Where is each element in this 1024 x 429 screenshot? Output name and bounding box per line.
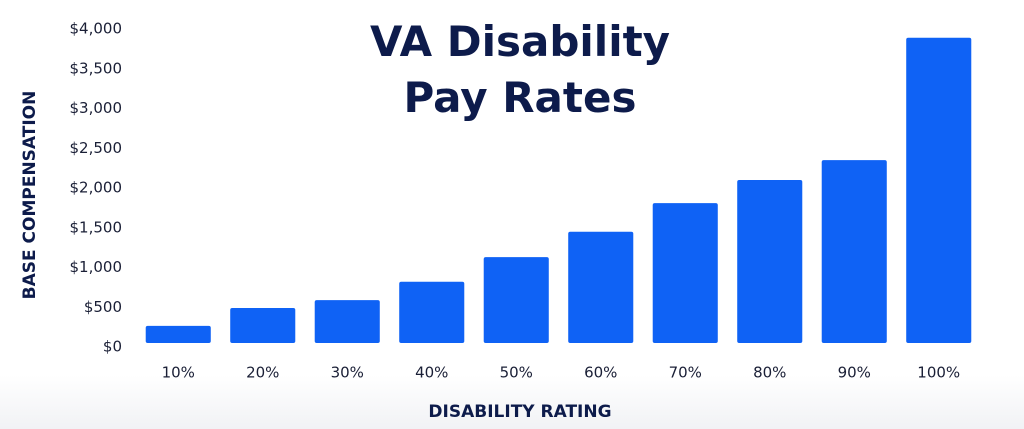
y-tick-label: $4,000 bbox=[70, 20, 123, 38]
x-tick-label: 10% bbox=[162, 364, 195, 382]
chart-title: VA Disability Pay Rates bbox=[369, 17, 671, 122]
x-tick-label: 100% bbox=[917, 364, 960, 382]
y-tick-label: $3,500 bbox=[70, 59, 123, 77]
y-tick-label: $2,000 bbox=[70, 179, 123, 197]
x-tick-label: 30% bbox=[331, 364, 364, 382]
y-axis-title: BASE COMPENSATION bbox=[20, 91, 40, 300]
y-tick-label: $1,500 bbox=[70, 218, 123, 236]
bar bbox=[230, 308, 296, 343]
bar bbox=[568, 231, 634, 343]
bar bbox=[821, 160, 887, 343]
x-tick-label: 40% bbox=[415, 364, 448, 382]
bar bbox=[145, 325, 211, 343]
bar bbox=[399, 281, 465, 343]
x-tick-label: 80% bbox=[753, 364, 786, 382]
x-axis-title: DISABILITY RATING bbox=[428, 402, 611, 422]
bar bbox=[483, 257, 549, 343]
x-tick-label: 50% bbox=[500, 364, 533, 382]
y-tick-label: $2,500 bbox=[70, 139, 123, 157]
y-tick-label: $3,000 bbox=[70, 99, 123, 117]
x-tick-label: 90% bbox=[838, 364, 871, 382]
bar bbox=[906, 37, 972, 344]
bar bbox=[652, 203, 718, 343]
y-tick-label: $500 bbox=[84, 298, 122, 316]
x-tick-label: 70% bbox=[669, 364, 702, 382]
bar bbox=[314, 300, 380, 343]
x-tick-label: 20% bbox=[246, 364, 279, 382]
bar bbox=[737, 180, 803, 343]
y-tick-label: $1,000 bbox=[70, 258, 123, 276]
y-tick-label: $0 bbox=[103, 338, 122, 356]
x-tick-label: 60% bbox=[584, 364, 617, 382]
